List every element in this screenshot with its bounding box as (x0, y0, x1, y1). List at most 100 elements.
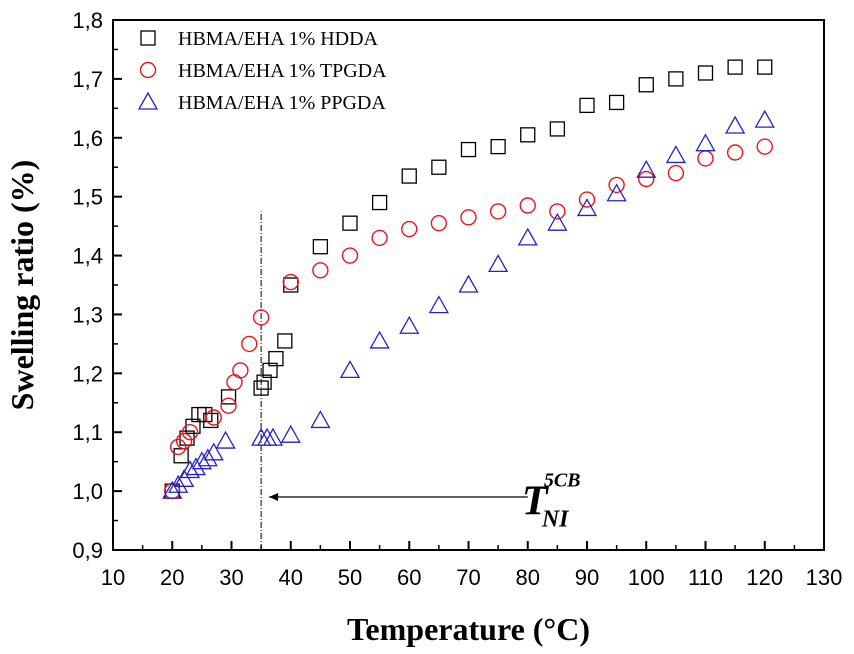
data-point-square (638, 77, 654, 93)
data-point-circle (756, 138, 773, 155)
legend-label: HBMA/EHA 1% PPGDA (178, 92, 386, 114)
y-tick-label: 1,7 (72, 67, 103, 92)
data-point-triangle (725, 115, 746, 134)
legend-label: HBMA/EHA 1% HDDA (178, 28, 379, 50)
data-point-triangle (162, 480, 183, 499)
data-point-triangle (547, 212, 568, 231)
legend-marker-circle (139, 61, 157, 79)
y-tick-label: 1,3 (72, 302, 103, 327)
y-tick-label: 1,2 (72, 361, 103, 386)
x-tick-label: 70 (456, 565, 480, 590)
data-point-square (520, 127, 536, 143)
x-tick-label: 50 (338, 565, 362, 590)
data-point-triangle (606, 183, 627, 202)
data-point-triangle (173, 469, 195, 487)
x-tick-label: 130 (806, 565, 843, 590)
data-point-circle (252, 309, 270, 326)
data-point-triangle (197, 448, 218, 467)
data-point-triangle (339, 360, 361, 379)
data-point-triangle (203, 442, 224, 461)
data-point-circle (312, 262, 329, 279)
x-tick-label: 120 (746, 565, 783, 590)
data-point-square (262, 362, 278, 379)
data-point-triangle (185, 457, 207, 476)
legend-marker-square (140, 30, 156, 46)
data-point-circle (282, 273, 299, 291)
data-point-triangle (191, 451, 212, 470)
data-point-circle (638, 170, 655, 188)
x-tick-label: 90 (575, 565, 599, 590)
data-point-triangle (399, 315, 420, 334)
data-point-triangle (310, 410, 331, 429)
data-point-square (256, 374, 272, 390)
data-point-triangle (215, 430, 236, 449)
x-tick-label: 10 (101, 565, 125, 590)
data-point-square (342, 215, 358, 231)
series-triangle (162, 109, 775, 499)
data-point-square (203, 412, 219, 429)
data-point-triangle (179, 460, 201, 479)
data-point-triangle (754, 109, 775, 128)
data-point-circle (726, 144, 744, 161)
data-point-triangle (517, 227, 538, 246)
data-point-triangle (262, 427, 284, 446)
data-point-square (431, 159, 447, 175)
data-point-triangle (576, 198, 598, 217)
data-point-circle (226, 373, 243, 391)
y-tick-label: 1,5 (72, 185, 103, 210)
y-tick-label: 1,4 (72, 244, 103, 269)
data-point-circle (371, 229, 388, 247)
data-point-circle (341, 247, 359, 264)
series-circle (164, 138, 773, 500)
data-point-square (490, 138, 506, 155)
data-point-square (579, 97, 595, 114)
data-point-triangle (168, 474, 189, 493)
data-point-circle (181, 424, 199, 441)
data-point-triangle (458, 274, 479, 293)
data-point-triangle (665, 145, 686, 164)
data-point-circle (232, 362, 249, 379)
data-point-circle (430, 214, 448, 232)
y-tick-label: 1,6 (72, 126, 103, 151)
legend-label: HBMA/EHA 1% TPGDA (178, 60, 387, 82)
data-point-triangle (280, 424, 301, 443)
series-square (164, 59, 773, 499)
y-tick-label: 1,8 (72, 8, 103, 33)
y-tick-label: 0,9 (72, 538, 103, 563)
data-point-square (173, 448, 189, 464)
data-point-square (268, 350, 284, 367)
data-point-triangle (428, 295, 449, 314)
data-point-triangle (488, 254, 509, 273)
x-tick-label: 40 (279, 565, 303, 590)
data-point-circle (608, 176, 625, 194)
annotation-subscript: NI (541, 507, 570, 533)
data-point-square (401, 168, 417, 184)
data-point-square (668, 71, 684, 87)
y-tick-label: 1,1 (72, 420, 103, 445)
annotation-symbol: T (522, 479, 550, 525)
data-point-square (460, 141, 477, 158)
data-point-triangle (369, 330, 390, 349)
x-tick-label: 110 (688, 565, 723, 590)
annotation-arrow-head (269, 493, 279, 501)
data-point-square (277, 333, 293, 349)
data-point-circle (220, 397, 237, 414)
data-point-square (371, 194, 388, 211)
data-point-square (608, 94, 625, 111)
data-point-triangle (636, 159, 657, 178)
data-point-square (312, 239, 329, 255)
x-tick-label: 60 (397, 565, 421, 590)
data-point-circle (175, 432, 193, 450)
y-axis-title: Swelling ratio (%) (4, 160, 40, 411)
data-point-square (727, 59, 743, 75)
data-point-circle (697, 150, 714, 167)
data-point-square (757, 59, 773, 75)
x-axis-title: Temperature (°C) (347, 611, 590, 647)
data-point-circle (241, 335, 258, 353)
data-point-circle (519, 197, 536, 214)
x-tick-label: 80 (516, 565, 540, 590)
data-point-circle (169, 438, 187, 456)
data-point-square (697, 65, 714, 81)
x-tick-label: 100 (628, 565, 665, 590)
x-tick-label: 30 (219, 565, 243, 590)
